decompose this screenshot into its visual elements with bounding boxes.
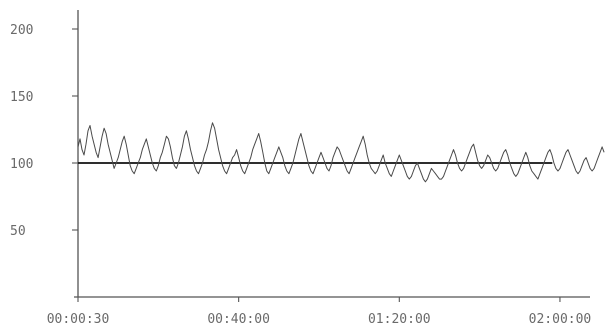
y-ticks: 50 100 150 200 <box>10 23 78 239</box>
x-tick-label: 00:00:30 <box>47 312 110 327</box>
y-tick-label: 50 <box>10 224 26 239</box>
y-tick-label: 150 <box>10 90 33 105</box>
x-tick-label: 02:00:00 <box>529 312 592 327</box>
y-tick-label: 100 <box>10 157 33 172</box>
series-group <box>77 122 605 183</box>
x-tick-label: 00:40:00 <box>207 312 270 327</box>
x-tick-label: 01:20:00 <box>368 312 431 327</box>
chart-axes <box>74 10 590 298</box>
x-ticks: 00:00:30 00:40:00 01:20:00 02:00:00 <box>47 297 592 327</box>
series-line-0 <box>77 122 605 183</box>
y-tick-label: 200 <box>10 23 33 38</box>
